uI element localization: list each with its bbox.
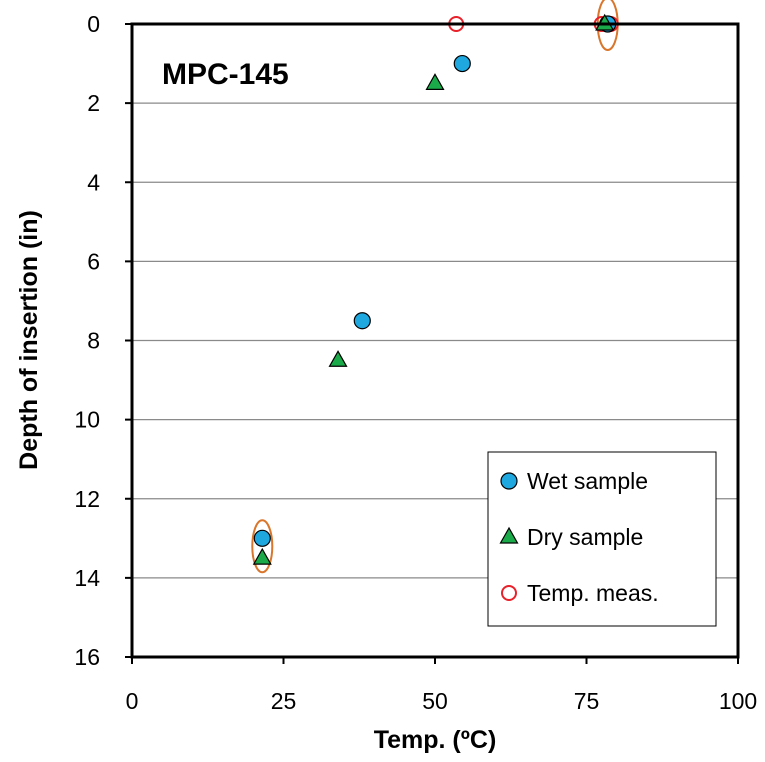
x-tick-label: 50 xyxy=(422,688,448,714)
x-axis-title: Temp. (ºC) xyxy=(374,726,497,754)
x-tick-label: 75 xyxy=(574,688,600,714)
dry-sample-point xyxy=(425,73,445,90)
wet-sample-point xyxy=(253,529,271,547)
legend-box xyxy=(487,451,717,627)
dry-sample-point xyxy=(252,547,272,565)
y-tick-label: 0 xyxy=(87,11,100,37)
x-tick-label: 25 xyxy=(271,688,297,714)
y-tick-label: 4 xyxy=(87,169,100,195)
y-tick-label: 16 xyxy=(74,644,100,670)
tick-labels: 0 2 4 6 8 10 12 14 16 0 25 50 75 100 xyxy=(74,11,757,714)
axis-ticks xyxy=(125,23,739,664)
x-tick-label: 100 xyxy=(719,688,757,714)
y-tick-label: 2 xyxy=(87,90,100,116)
legend-marker xyxy=(499,526,519,544)
highlight-ellipse xyxy=(251,519,274,574)
legend-marker xyxy=(500,472,518,490)
y-tick-label: 8 xyxy=(87,328,100,354)
gridlines xyxy=(132,102,738,579)
x-tick-label: 0 xyxy=(126,688,139,714)
y-tick-label: 6 xyxy=(87,248,100,274)
legend-label: Temp. meas. xyxy=(527,580,659,606)
dry-sample-point xyxy=(328,350,348,367)
chart-annotation: MPC-145 xyxy=(162,58,289,91)
legend: Wet sample Dry sample Temp. meas. xyxy=(487,451,717,627)
legend-label: Wet sample xyxy=(527,468,648,494)
wet-sample-point xyxy=(353,312,371,330)
legend-marker xyxy=(501,585,517,601)
y-tick-label: 10 xyxy=(74,407,100,433)
wet-sample-point xyxy=(453,54,471,73)
y-axis-title: Depth of insertion (in) xyxy=(15,210,43,470)
y-tick-label: 12 xyxy=(74,486,100,512)
legend-label: Dry sample xyxy=(527,524,643,550)
y-tick-label: 14 xyxy=(74,565,100,591)
